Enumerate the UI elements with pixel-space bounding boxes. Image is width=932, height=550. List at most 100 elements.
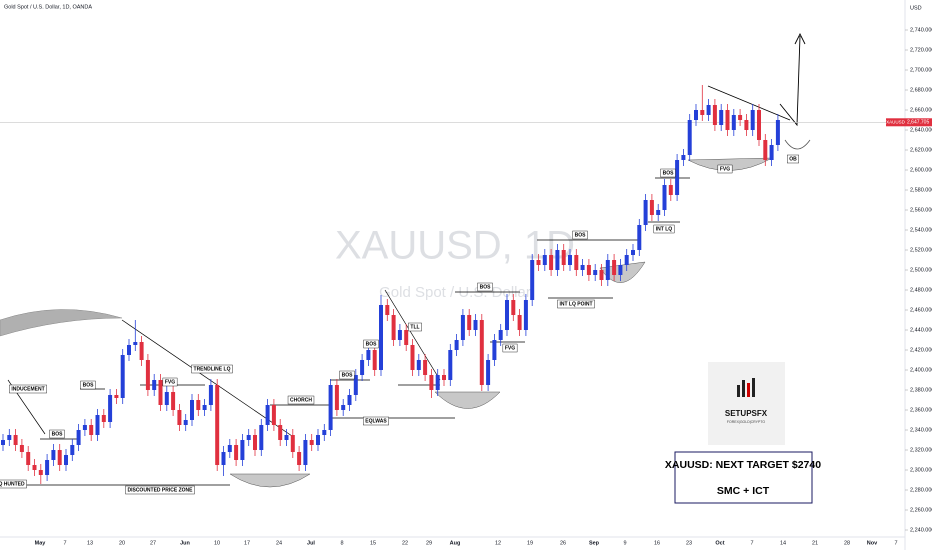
candle-body [316, 435, 320, 445]
y-tick-label: 2,500.000 [910, 267, 932, 273]
annotation: TRENDLINE LQ [194, 366, 231, 372]
y-tick-label: 2,740.000 [910, 27, 932, 33]
x-tick-label: 9 [623, 540, 626, 546]
x-tick-label: 7 [63, 540, 66, 546]
x-tick-label: 7 [750, 540, 753, 546]
annotation: BOS [342, 372, 354, 378]
candle-body [202, 405, 207, 410]
x-tick-label: Aug [450, 540, 461, 546]
logo-background [708, 362, 785, 445]
candle-body [435, 375, 440, 390]
candle-body [605, 260, 610, 280]
annotation-box [125, 485, 195, 495]
candle-body [208, 385, 213, 405]
candle-body [593, 270, 598, 275]
candle-body [656, 210, 661, 215]
annotation: INT LQ [656, 226, 672, 232]
candle-body [183, 420, 188, 425]
candle-body [473, 320, 478, 330]
candle-body [82, 425, 87, 430]
candle-body [454, 340, 459, 350]
candle-body [221, 452, 226, 465]
target-box: XAUUSD: NEXT TARGET $2740 SMC + ICT [665, 451, 821, 504]
candle-body [725, 110, 730, 130]
annotation-box [339, 370, 355, 380]
y-tick-label: 2,640.000 [910, 127, 932, 133]
candle-body [479, 320, 484, 385]
candle-body [114, 395, 119, 398]
x-tick-label: 19 [527, 540, 533, 546]
annotation: OB [789, 156, 797, 162]
candle-body [322, 430, 327, 435]
x-tick-label: 13 [87, 540, 93, 546]
annotation-box [80, 380, 96, 390]
candle-body [26, 452, 31, 465]
candle-body [347, 395, 352, 405]
annotation: BOS [366, 341, 378, 347]
candle-body [360, 360, 365, 375]
candle-body [51, 450, 56, 460]
candle-body [7, 435, 12, 440]
candle-body [662, 185, 667, 210]
y-tick-label: 2,680.000 [910, 87, 932, 93]
candle-body [253, 435, 257, 450]
candle-body [448, 350, 453, 380]
candle-body [505, 300, 509, 330]
candle-body [429, 375, 434, 390]
candle-body [334, 385, 339, 410]
logo-icon [747, 383, 750, 397]
annotation: FVG [720, 166, 730, 172]
candle-body [190, 400, 194, 420]
x-tick-label: 7 [894, 540, 897, 546]
candle-body [416, 360, 421, 370]
zone-arc [0, 309, 123, 337]
annotation: LQ HUNTED [0, 481, 25, 487]
candle-body [700, 110, 705, 115]
candle-body [712, 105, 717, 125]
y-tick-label: 2,300.000 [910, 467, 932, 473]
candle-body [631, 250, 635, 255]
annotation-box [287, 395, 315, 405]
candle-body [284, 435, 289, 440]
candle-body [240, 440, 245, 460]
candle-body [32, 465, 37, 470]
candle-body [379, 305, 383, 370]
candle-body [517, 315, 522, 330]
watermark: XAUUSD, 1D [335, 224, 575, 268]
currency: USD [910, 5, 922, 11]
candle-body [442, 375, 446, 380]
x-tick-label: 12 [495, 540, 501, 546]
y-tick-label: 2,540.000 [910, 227, 932, 233]
candle-body [265, 405, 270, 425]
target-box-frame [674, 451, 813, 504]
candle-body [76, 430, 81, 445]
x-tick-label: 15 [370, 540, 376, 546]
candle-body [101, 415, 106, 422]
y-tick-label: 2,580.000 [910, 187, 932, 193]
candle-body [353, 375, 358, 395]
candle-body [45, 460, 50, 475]
annotation-box [477, 282, 493, 292]
watermark-subtitle: Gold Spot / U.S. Dollar [379, 284, 531, 301]
candle-body [731, 115, 736, 130]
candle-body [568, 255, 572, 265]
candle-body [618, 265, 623, 275]
candle-body [769, 145, 774, 160]
y-tick-label: 2,480.000 [910, 287, 932, 293]
candle-body [542, 255, 547, 265]
x-tick-label: 23 [686, 540, 692, 546]
annotation-box [0, 479, 27, 489]
candle-body [366, 350, 371, 360]
candle-body [133, 342, 138, 345]
candle-body [536, 260, 541, 265]
candle-body [70, 445, 75, 455]
candle-body [719, 110, 724, 125]
candle-body [372, 350, 377, 370]
candle-body [171, 392, 176, 410]
y-tick-label: 2,240.000 [910, 527, 932, 533]
annotation: BOS [575, 232, 587, 238]
candle-body [234, 445, 239, 460]
candle-body [1, 440, 5, 445]
annotation: CHORCH [290, 397, 312, 403]
annotation-box [363, 339, 379, 349]
